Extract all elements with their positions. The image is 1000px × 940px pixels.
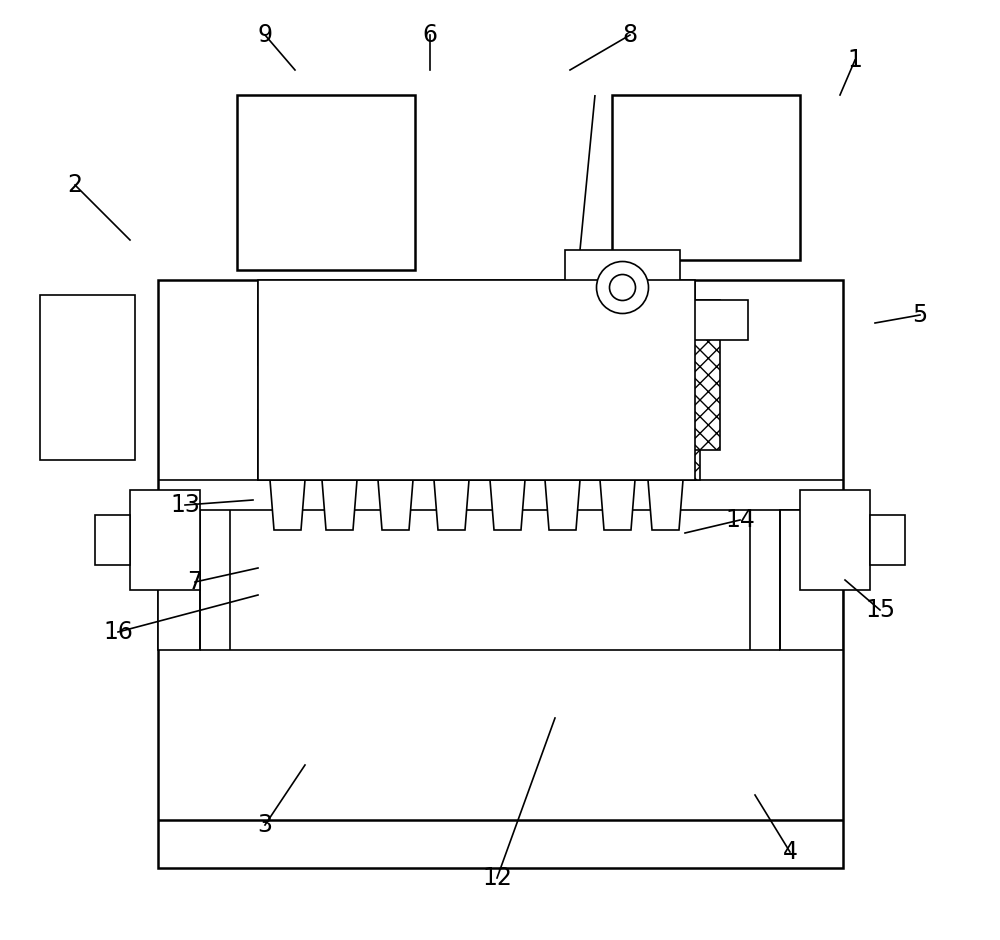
- Text: 2: 2: [68, 173, 83, 197]
- Polygon shape: [648, 480, 683, 530]
- Bar: [40, 295, 135, 460]
- Text: 5: 5: [912, 303, 928, 327]
- Text: 13: 13: [170, 493, 200, 517]
- Text: 3: 3: [258, 813, 273, 837]
- Bar: [237, 95, 415, 270]
- Text: 6: 6: [423, 23, 438, 47]
- Polygon shape: [490, 480, 525, 530]
- Bar: [668, 300, 720, 450]
- Bar: [870, 515, 905, 565]
- Bar: [130, 490, 200, 590]
- Text: 4: 4: [782, 840, 798, 864]
- Text: 1: 1: [848, 48, 862, 72]
- Circle shape: [610, 274, 636, 301]
- Polygon shape: [575, 325, 670, 395]
- Bar: [258, 305, 310, 365]
- Text: 7: 7: [188, 570, 203, 594]
- Polygon shape: [322, 480, 357, 530]
- Circle shape: [596, 261, 648, 314]
- Polygon shape: [600, 480, 635, 530]
- Bar: [258, 410, 700, 480]
- Text: 12: 12: [482, 866, 512, 890]
- Bar: [565, 250, 680, 325]
- Polygon shape: [545, 480, 580, 530]
- Text: 14: 14: [725, 508, 755, 532]
- Bar: [612, 95, 800, 260]
- Polygon shape: [434, 480, 469, 530]
- Bar: [158, 280, 843, 868]
- Bar: [95, 515, 130, 565]
- Bar: [800, 490, 870, 590]
- Bar: [310, 315, 620, 343]
- Text: 16: 16: [103, 620, 133, 644]
- Bar: [258, 280, 695, 480]
- Text: 15: 15: [865, 598, 895, 622]
- Text: 9: 9: [258, 23, 273, 47]
- Bar: [158, 510, 200, 650]
- Bar: [780, 510, 843, 650]
- Bar: [668, 300, 748, 340]
- Polygon shape: [270, 480, 305, 530]
- Text: 8: 8: [622, 23, 638, 47]
- Polygon shape: [378, 480, 413, 530]
